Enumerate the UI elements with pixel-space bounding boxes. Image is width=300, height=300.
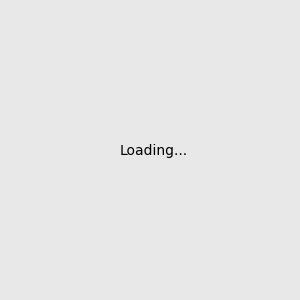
Text: Loading...: Loading...: [120, 145, 188, 158]
